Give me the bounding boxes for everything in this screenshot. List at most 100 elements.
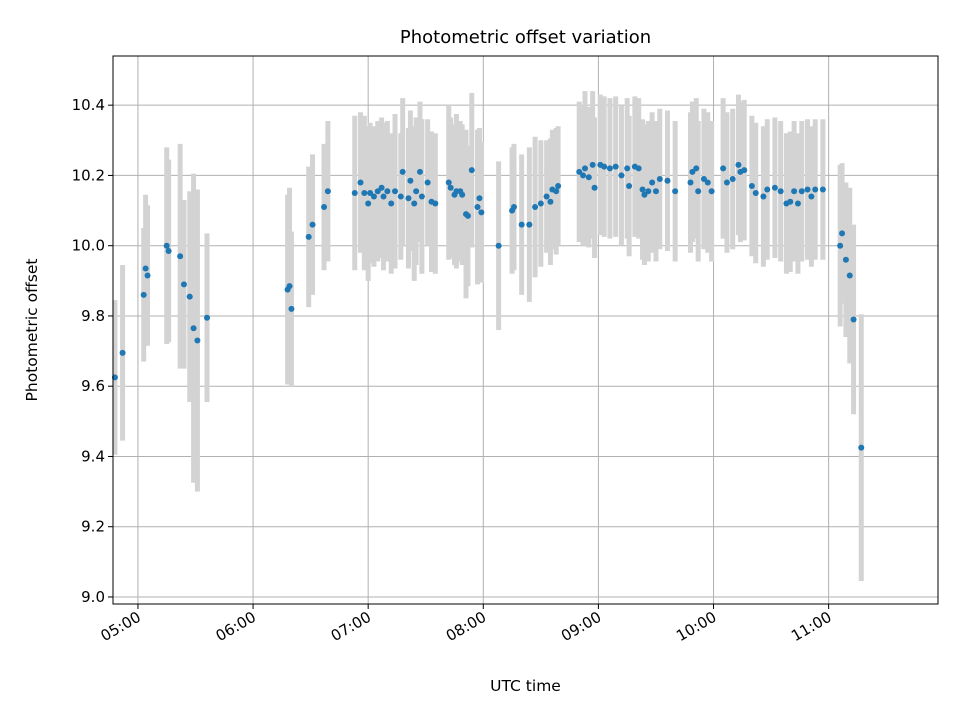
data-point bbox=[672, 188, 679, 195]
data-point bbox=[416, 168, 423, 175]
data-point bbox=[591, 184, 598, 191]
data-point bbox=[374, 188, 381, 195]
data-point bbox=[576, 168, 583, 175]
data-point bbox=[388, 200, 395, 207]
data-point bbox=[478, 209, 485, 216]
data-point bbox=[532, 204, 539, 211]
data-point bbox=[397, 193, 404, 200]
x-tick-label: 05:00 bbox=[97, 608, 143, 645]
data-point bbox=[689, 168, 696, 175]
data-point bbox=[641, 191, 648, 198]
data-point bbox=[447, 184, 454, 191]
data-point bbox=[190, 325, 197, 332]
data-point bbox=[309, 221, 316, 228]
data-point bbox=[399, 168, 406, 175]
data-point bbox=[741, 167, 748, 174]
data-point bbox=[752, 190, 759, 196]
data-point bbox=[812, 186, 819, 193]
y-tick-label: 9.6 bbox=[81, 377, 105, 395]
data-point bbox=[365, 200, 372, 207]
data-point bbox=[384, 188, 391, 195]
data-point bbox=[468, 167, 475, 174]
data-point bbox=[432, 200, 439, 207]
data-point bbox=[601, 163, 608, 170]
data-point bbox=[357, 179, 364, 186]
data-point bbox=[288, 305, 295, 312]
data-point bbox=[723, 179, 730, 186]
data-point bbox=[405, 195, 412, 202]
data-point bbox=[194, 337, 201, 344]
data-point bbox=[547, 198, 554, 205]
x-tick-label: 09:00 bbox=[558, 608, 604, 645]
data-point bbox=[476, 195, 483, 202]
data-point bbox=[367, 190, 374, 196]
data-point bbox=[144, 272, 151, 279]
data-point bbox=[165, 247, 172, 254]
y-tick-label: 9.0 bbox=[81, 588, 105, 606]
data-point bbox=[204, 314, 211, 321]
data-point bbox=[704, 179, 711, 186]
data-point bbox=[518, 221, 525, 228]
data-point bbox=[791, 188, 798, 195]
data-point bbox=[794, 200, 801, 207]
data-point bbox=[324, 188, 331, 195]
y-axis-label: Photometric offset bbox=[23, 259, 41, 402]
data-point bbox=[580, 172, 587, 179]
data-point bbox=[798, 188, 805, 195]
plot-frame bbox=[112, 55, 939, 605]
data-point bbox=[764, 186, 771, 193]
data-point bbox=[180, 281, 187, 288]
data-point bbox=[589, 161, 596, 168]
data-point bbox=[177, 253, 184, 260]
data-point bbox=[846, 272, 853, 279]
data-point bbox=[119, 349, 126, 356]
data-point bbox=[819, 186, 826, 193]
data-point bbox=[645, 188, 652, 195]
data-point bbox=[639, 186, 646, 193]
data-point bbox=[413, 188, 420, 195]
data-point bbox=[808, 193, 815, 200]
data-point bbox=[649, 179, 656, 186]
data-point bbox=[464, 212, 471, 219]
data-point bbox=[687, 179, 694, 186]
data-points bbox=[111, 161, 865, 451]
data-point bbox=[618, 172, 625, 179]
chart-title: Photometric offset variation bbox=[400, 27, 651, 48]
data-point bbox=[407, 177, 414, 184]
data-point bbox=[693, 165, 700, 172]
data-point bbox=[842, 256, 849, 263]
x-tick-label: 06:00 bbox=[213, 608, 259, 645]
data-point bbox=[585, 174, 592, 181]
data-point bbox=[695, 188, 702, 195]
data-point bbox=[553, 188, 560, 195]
data-point bbox=[837, 242, 844, 249]
data-point bbox=[495, 242, 502, 249]
data-point bbox=[186, 293, 193, 300]
y-tick-label: 10.0 bbox=[72, 237, 105, 255]
data-point bbox=[729, 175, 736, 182]
data-point bbox=[418, 193, 425, 200]
data-point bbox=[537, 200, 544, 207]
data-point bbox=[140, 291, 147, 298]
data-point bbox=[612, 163, 619, 170]
data-point bbox=[771, 184, 778, 191]
data-point bbox=[543, 193, 550, 200]
data-point bbox=[760, 193, 767, 200]
y-tick-label: 10.2 bbox=[72, 166, 105, 184]
x-tick-label: 08:00 bbox=[443, 608, 489, 645]
data-point bbox=[777, 188, 784, 195]
error-bars bbox=[112, 91, 864, 582]
data-point bbox=[656, 175, 663, 182]
data-point bbox=[804, 186, 811, 193]
data-point bbox=[858, 444, 865, 451]
x-tick-label: 10:00 bbox=[673, 608, 719, 645]
y-tick-label: 9.8 bbox=[81, 307, 105, 325]
data-point bbox=[626, 182, 633, 189]
data-point bbox=[581, 165, 588, 172]
data-point bbox=[445, 179, 452, 186]
data-point bbox=[787, 198, 794, 205]
data-point bbox=[526, 221, 533, 228]
data-point bbox=[392, 188, 399, 195]
data-point bbox=[459, 191, 466, 198]
data-point bbox=[850, 316, 857, 323]
